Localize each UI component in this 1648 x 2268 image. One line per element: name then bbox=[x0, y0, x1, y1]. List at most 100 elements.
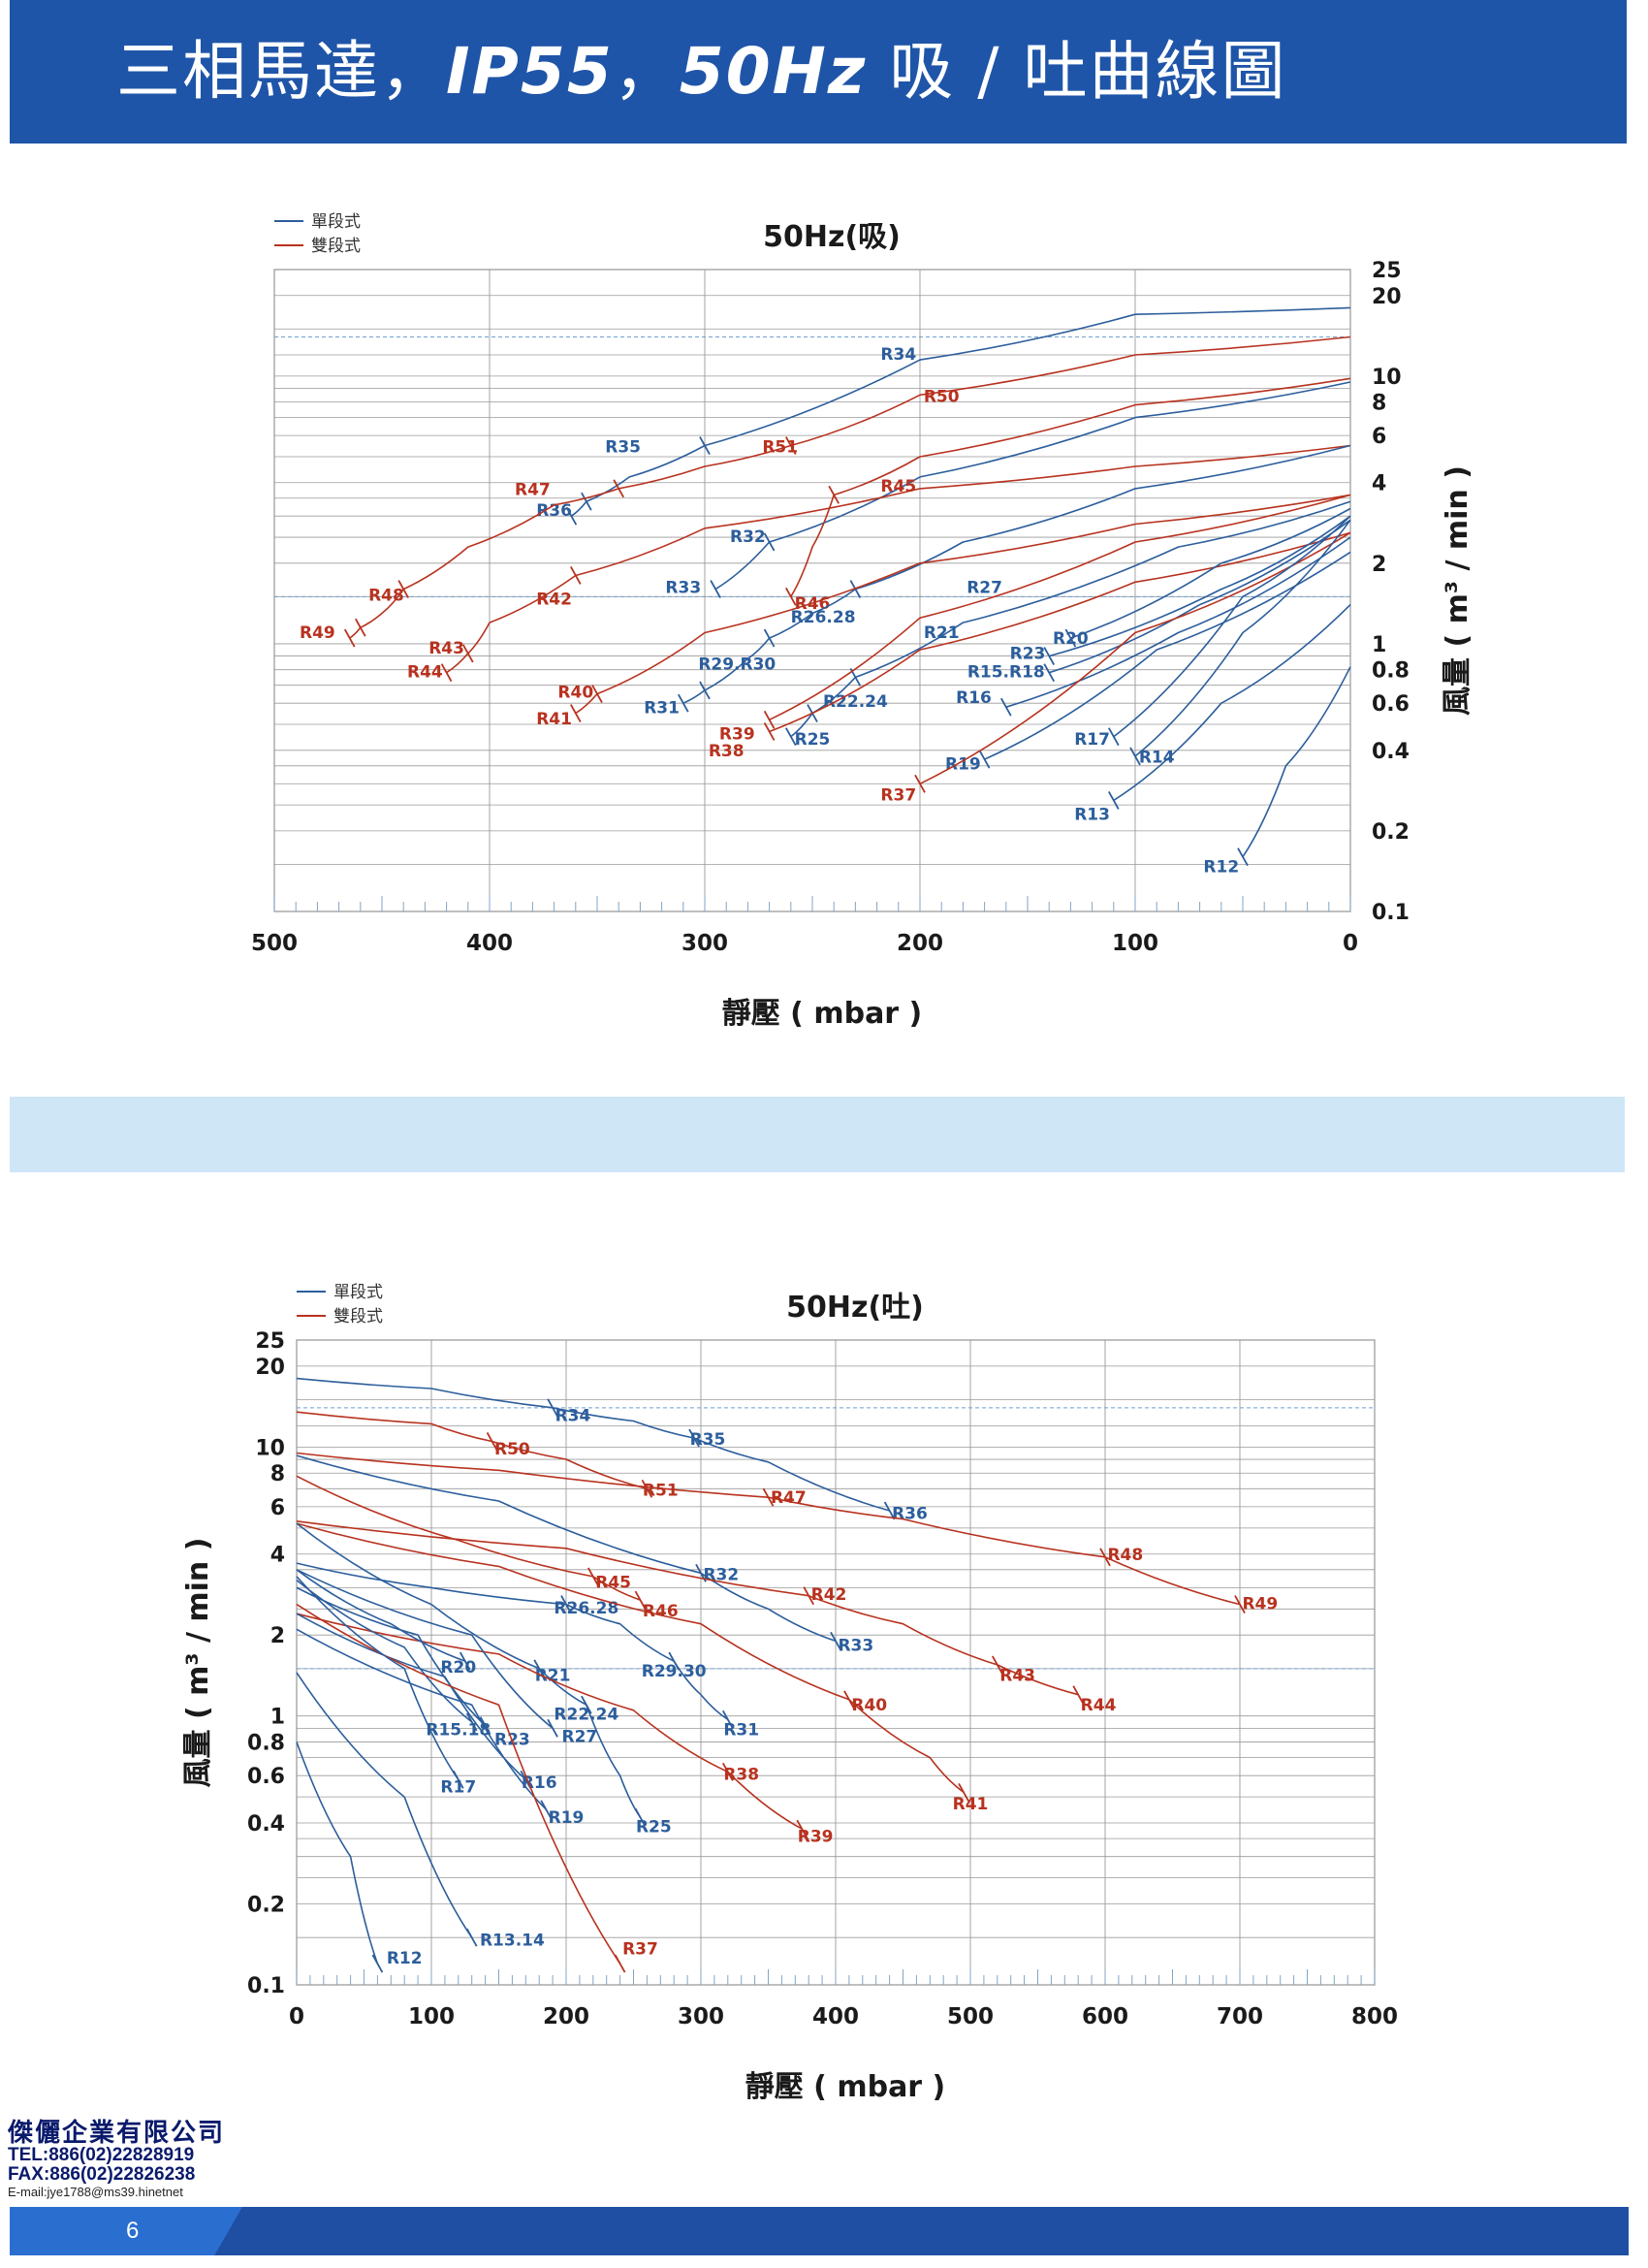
x-axis-label: 靜壓 ( mbar ) bbox=[745, 2070, 946, 2104]
series-end-marker-R37 bbox=[614, 1954, 626, 1973]
series-curve-R23 bbox=[1048, 515, 1351, 657]
series-end-marker-R48 bbox=[355, 618, 366, 637]
series-end-marker-R42 bbox=[803, 1586, 814, 1606]
series-curve-R15.R18 bbox=[1048, 519, 1351, 674]
series-curve-R20 bbox=[1070, 507, 1351, 639]
series-label-R17: R17 bbox=[1074, 730, 1110, 750]
series-curve-R45 bbox=[833, 377, 1351, 496]
series-label-R25: R25 bbox=[636, 1817, 672, 1837]
series-curve-R39 bbox=[727, 1771, 803, 1830]
series-label-R21: R21 bbox=[535, 1667, 571, 1686]
series-label-R15.18: R15.18 bbox=[426, 1720, 491, 1740]
series-label-R44: R44 bbox=[407, 662, 443, 682]
y-tick-label: 4 bbox=[270, 1544, 285, 1568]
x-tick-label: 400 bbox=[466, 931, 513, 956]
series-curve-R47 bbox=[402, 488, 619, 591]
series-end-marker-R16 bbox=[1000, 697, 1012, 717]
series-label-R50: R50 bbox=[494, 1440, 530, 1459]
series-curve-R29.30 bbox=[565, 1603, 675, 1662]
series-label-R37: R37 bbox=[880, 785, 916, 805]
y-tick-label: 1 bbox=[1372, 633, 1386, 657]
series-label-R17: R17 bbox=[440, 1777, 476, 1797]
chart-title: 50Hz(吸) bbox=[763, 220, 901, 254]
y-tick-label: 1 bbox=[270, 1706, 285, 1730]
series-label-R48: R48 bbox=[1107, 1546, 1143, 1565]
y-tick-label: 0.8 bbox=[247, 1732, 285, 1756]
section-divider-band bbox=[10, 1097, 1625, 1172]
series-end-marker-R47 bbox=[397, 580, 409, 599]
series-end-marker-R31 bbox=[678, 693, 689, 713]
y-tick-label: 0.6 bbox=[247, 1765, 285, 1789]
series-curve-R49 bbox=[1104, 1556, 1241, 1606]
y-tick-label: 6 bbox=[1372, 425, 1386, 449]
series-label-R22.24: R22.24 bbox=[554, 1705, 618, 1724]
series-label-R26.28: R26.28 bbox=[554, 1599, 618, 1618]
series-end-marker-R23 bbox=[1043, 647, 1055, 665]
series-curve-R13 bbox=[1113, 604, 1351, 802]
series-end-marker-R20 bbox=[459, 1651, 471, 1671]
series-label-R13: R13 bbox=[1074, 805, 1110, 824]
company-email[interactable]: E-mail:jye1788@ms39.hinetnet bbox=[8, 2185, 183, 2199]
series-curve-R27 bbox=[855, 444, 1351, 591]
series-label-R39: R39 bbox=[798, 1828, 834, 1847]
series-end-marker-R36 bbox=[883, 1501, 896, 1520]
series-end-marker-R19 bbox=[540, 1800, 552, 1819]
series-label-R49: R49 bbox=[1242, 1594, 1278, 1613]
y-tick-label: 20 bbox=[1372, 285, 1402, 309]
series-curve-R42 bbox=[296, 1520, 809, 1597]
series-end-marker-R48 bbox=[1099, 1548, 1111, 1567]
series-curve-R49 bbox=[349, 626, 362, 639]
series-curve-R26.28 bbox=[769, 588, 856, 639]
series-curve-R36 bbox=[570, 500, 587, 517]
series-curve-R38 bbox=[769, 531, 1351, 733]
y-tick-label: 8 bbox=[270, 1462, 285, 1486]
series-end-marker-R13.14 bbox=[465, 1928, 478, 1947]
series-label-R33: R33 bbox=[838, 1636, 873, 1655]
series-curve-R46 bbox=[592, 1576, 641, 1601]
series-label-R44: R44 bbox=[1081, 1696, 1117, 1715]
legend-double-label: 雙段式 bbox=[311, 237, 361, 256]
x-tick-label: 0 bbox=[289, 2004, 304, 2029]
series-label-R29.R30: R29.R30 bbox=[698, 655, 776, 675]
series-curve-R32 bbox=[296, 1454, 702, 1575]
series-end-marker-R49 bbox=[343, 628, 356, 648]
series-end-marker-R31 bbox=[722, 1709, 734, 1729]
x-tick-label: 100 bbox=[408, 2004, 455, 2029]
series-end-marker-R33 bbox=[710, 580, 721, 599]
y-tick-label: 25 bbox=[1372, 259, 1402, 283]
series-label-R31: R31 bbox=[723, 1720, 759, 1740]
series-curve-R34 bbox=[704, 306, 1351, 447]
x-tick-label: 800 bbox=[1351, 2004, 1398, 2029]
y-axis-label: 風量 ( m³ / min ) bbox=[181, 1538, 215, 1788]
y-tick-label: 2 bbox=[270, 1624, 285, 1648]
series-curve-R43 bbox=[467, 574, 577, 655]
series-label-R42: R42 bbox=[536, 591, 572, 610]
series-curve-R26.28 bbox=[296, 1562, 567, 1606]
series-end-marker-R51 bbox=[613, 479, 624, 498]
series-label-R42: R42 bbox=[811, 1585, 847, 1605]
y-axis-label: 風量 ( m³ / min ) bbox=[1441, 465, 1474, 716]
series-end-marker-R44 bbox=[1072, 1685, 1084, 1705]
series-end-marker-R51 bbox=[641, 1479, 653, 1498]
series-label-R51: R51 bbox=[643, 1481, 679, 1500]
series-end-marker-R44 bbox=[440, 663, 453, 683]
series-label-R12: R12 bbox=[1203, 858, 1239, 878]
x-tick-label: 600 bbox=[1082, 2004, 1128, 2029]
series-end-marker-R45 bbox=[828, 485, 840, 504]
y-tick-label: 0.1 bbox=[247, 1974, 285, 1998]
series-curve-R29.R30 bbox=[704, 637, 771, 691]
y-tick-label: 10 bbox=[255, 1436, 285, 1460]
series-curve-R51 bbox=[618, 444, 792, 490]
x-tick-label: 500 bbox=[947, 2004, 994, 2029]
series-label-R19: R19 bbox=[945, 754, 981, 774]
company-info: 傑儷企業有限公司 TEL:886(02)22828919 FAX:886(02)… bbox=[8, 2120, 225, 2198]
y-tick-label: 0.1 bbox=[1372, 901, 1410, 925]
series-label-R33: R33 bbox=[665, 578, 701, 597]
series-end-marker-R14 bbox=[1129, 747, 1141, 766]
y-tick-label: 0.4 bbox=[1372, 740, 1410, 764]
y-tick-label: 2 bbox=[1372, 553, 1386, 577]
series-label-R48: R48 bbox=[368, 586, 404, 605]
series-label-R41: R41 bbox=[953, 1795, 989, 1814]
series-curve-R12 bbox=[1242, 666, 1351, 858]
series-curve-R41 bbox=[575, 693, 598, 715]
